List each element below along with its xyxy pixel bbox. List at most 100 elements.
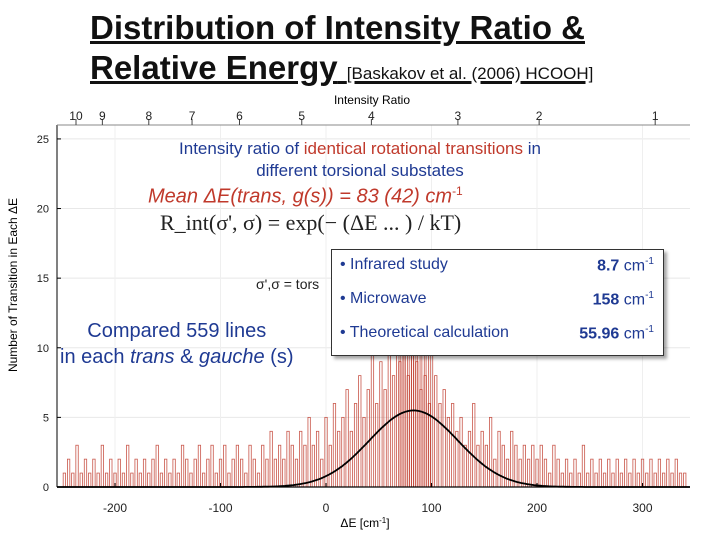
histogram-bar [362, 416, 366, 488]
histogram-bar [138, 472, 142, 488]
grid [57, 125, 690, 488]
histogram-bar [159, 472, 164, 488]
histogram-bar [176, 472, 180, 488]
histogram-bar [197, 444, 202, 488]
histogram-bar [438, 403, 442, 488]
histogram-bar [282, 458, 286, 488]
histogram-bar [556, 458, 560, 488]
histogram-bar [480, 430, 484, 488]
top-tick-label: 5 [298, 109, 305, 123]
histogram-bar [214, 472, 218, 488]
histogram-bar [577, 472, 581, 488]
histogram-bar [573, 458, 577, 488]
histogram-bar [353, 403, 358, 488]
histogram-bar [586, 472, 590, 488]
histogram-bar [256, 472, 261, 488]
histogram-bar [531, 444, 535, 488]
histogram-bar [463, 444, 467, 488]
y-tick-label: 25 [37, 134, 49, 146]
histogram-bar [155, 444, 159, 488]
histogram-bar [307, 416, 311, 488]
histogram-bar [202, 472, 206, 488]
histogram-bar [147, 472, 151, 488]
top-tick-label: 9 [99, 109, 106, 123]
histogram-bar [615, 458, 619, 488]
histogram-bar [383, 389, 387, 488]
histogram-bar [244, 472, 248, 488]
histogram-bar [628, 472, 632, 488]
histogram-bar [235, 444, 240, 488]
histogram-bar [649, 458, 653, 488]
histogram-bar [121, 472, 126, 488]
histogram-bar [674, 458, 678, 488]
x-tick-label: 300 [633, 501, 653, 515]
histogram-bar [510, 430, 514, 488]
axes [56, 124, 690, 488]
sigma-annotation: σ',σ = tors [256, 276, 320, 292]
x-tick-label: 200 [527, 501, 547, 515]
x-tick-label: 100 [422, 501, 442, 515]
histogram-bar [134, 458, 138, 488]
histogram-bar [290, 444, 294, 488]
top-tick-label: 7 [189, 109, 196, 123]
histogram-bar [332, 403, 337, 488]
histogram-bar [505, 458, 510, 488]
histogram-bar [598, 458, 602, 488]
histogram-bar [185, 458, 189, 488]
histogram-bar [299, 430, 303, 488]
histogram-bar [379, 361, 383, 488]
top-axis-label: Intensity Ratio [334, 93, 410, 107]
histogram-bar [341, 416, 345, 488]
histogram-bar [345, 389, 349, 488]
histogram-bar [142, 458, 147, 488]
histogram-bar [248, 444, 252, 488]
y-tick-label: 5 [43, 412, 49, 424]
histogram-bar [548, 472, 552, 488]
top-tick-label: 6 [236, 109, 243, 123]
x-tick-label: 0 [323, 501, 330, 515]
histogram-bar [193, 458, 197, 488]
histogram-bar [358, 375, 362, 488]
histogram-bar [522, 444, 526, 488]
histogram-bar [62, 472, 66, 488]
histogram-bar [180, 444, 185, 488]
top-tick-label: 3 [455, 109, 462, 123]
histogram-bar [670, 472, 674, 488]
histogram-bar [619, 472, 624, 488]
y-tick-label: 15 [37, 273, 49, 285]
histogram-bar [645, 472, 649, 488]
histogram-bar [252, 458, 256, 488]
histogram-bar [265, 458, 269, 488]
top-tick-label: 10 [69, 109, 83, 123]
histogram-bar [678, 472, 683, 488]
result-row-infrared: • Infrared study 8.7 cm-1 [340, 256, 654, 275]
histogram-bar [501, 444, 505, 488]
histogram-bar [489, 416, 493, 488]
x-axis-label: ΔE [cm-1] [340, 516, 389, 531]
histogram-bar [231, 458, 235, 488]
histogram-bar [375, 403, 379, 488]
histogram-bar [88, 472, 92, 488]
histogram-bar [210, 444, 214, 488]
histogram-bar [366, 389, 370, 488]
histogram-bar [564, 458, 569, 488]
intensity-annotation: Intensity ratio of identical rotational … [179, 139, 541, 180]
y-axis-label: Number of Transition in Each ΔE [6, 198, 20, 372]
x-tick-label: -200 [103, 501, 127, 515]
histogram-bar [269, 430, 273, 488]
histogram-bar [130, 472, 134, 488]
histogram-bar [164, 458, 168, 488]
histogram-bar [286, 430, 290, 488]
histogram-bar [303, 444, 307, 488]
top-tick-label: 2 [536, 109, 543, 123]
histogram-bar [96, 472, 100, 488]
page-title-line1: Distribution of Intensity Ratio & [90, 9, 585, 46]
histogram-bar [92, 458, 96, 488]
histogram-bar [569, 472, 573, 488]
histogram-bar [467, 430, 472, 488]
histogram-bar [189, 472, 193, 488]
histogram-bar [657, 458, 662, 488]
histogram-bar [624, 458, 628, 488]
histogram-bar [83, 458, 88, 488]
